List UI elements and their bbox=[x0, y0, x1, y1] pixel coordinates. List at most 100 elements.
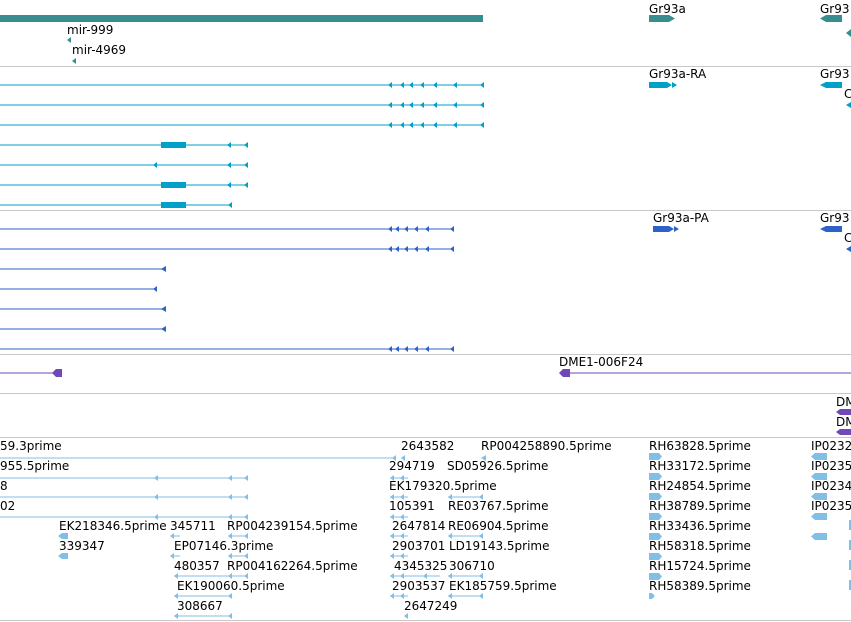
gr93-right-mrna-glyph[interactable] bbox=[820, 82, 842, 88]
est-glyph-rh-column[interactable] bbox=[649, 453, 662, 599]
gr93a-ra-glyph[interactable] bbox=[649, 82, 677, 88]
c-mrna-label[interactable]: C bbox=[844, 87, 851, 101]
est-label[interactable]: RE06904.5prime bbox=[448, 519, 549, 533]
est-label[interactable]: 2647249 bbox=[404, 599, 458, 613]
est-label[interactable]: 2903701 bbox=[392, 539, 446, 553]
protein-row-1[interactable] bbox=[0, 226, 454, 232]
est-glyph-ek190060[interactable] bbox=[174, 593, 232, 599]
mrna-row-6[interactable] bbox=[0, 182, 248, 188]
protein-row-7[interactable] bbox=[0, 346, 454, 352]
gr93-right-protein-label[interactable]: Gr93 bbox=[820, 211, 850, 225]
c-mrna-glyph[interactable] bbox=[846, 102, 851, 108]
est-glyph-308667[interactable] bbox=[174, 613, 232, 619]
c-protein-label[interactable]: C bbox=[844, 231, 851, 245]
mrna-row-3[interactable] bbox=[0, 122, 484, 128]
est-label[interactable]: RE03767.5prime bbox=[448, 499, 549, 513]
gr93a-ra-label[interactable]: Gr93a-RA bbox=[649, 67, 707, 81]
est-label[interactable]: 480357 bbox=[174, 559, 220, 573]
mir-999-glyph[interactable] bbox=[67, 37, 71, 43]
est-label[interactable]: IP0235 bbox=[811, 459, 851, 473]
gr93-right-gene-glyph[interactable] bbox=[820, 15, 842, 22]
gr93-right-gene-label[interactable]: Gr93 bbox=[820, 2, 850, 16]
dme1-006f24-label[interactable]: DME1-006F24 bbox=[559, 355, 644, 369]
est-label[interactable]: 2903537 bbox=[392, 579, 446, 593]
est-glyph-4[interactable] bbox=[0, 514, 248, 520]
est-glyph-2[interactable] bbox=[0, 475, 248, 481]
gr93-right-protein-glyph[interactable] bbox=[820, 226, 842, 232]
est-label[interactable]: EK218346.5prime bbox=[59, 519, 167, 533]
est-label[interactable]: IP0234 bbox=[811, 479, 851, 493]
est-label[interactable]: 2647814 bbox=[392, 519, 446, 533]
mir-4969-glyph[interactable] bbox=[72, 58, 76, 64]
gr93-right-mrna-label[interactable]: Gr93 bbox=[820, 67, 850, 81]
est-glyph-middle[interactable] bbox=[390, 455, 486, 619]
mrna-row-2[interactable] bbox=[0, 102, 484, 108]
est-label[interactable]: LD19143.5prime bbox=[449, 539, 550, 553]
est-label[interactable]: SD05926.5prime bbox=[447, 459, 549, 473]
est-label[interactable]: RH33436.5prime bbox=[649, 519, 751, 533]
est-label[interactable]: RH58318.5prime bbox=[649, 539, 751, 553]
est-glyph-3[interactable] bbox=[0, 494, 248, 500]
est-label[interactable]: RP004162264.5prime bbox=[227, 559, 358, 573]
protein-row-2[interactable] bbox=[0, 246, 454, 252]
protein-row-3[interactable] bbox=[0, 266, 166, 272]
est-label[interactable]: 2643582 bbox=[401, 439, 455, 453]
est-label[interactable]: EP07146.3prime bbox=[174, 539, 274, 553]
mrna-row-4[interactable] bbox=[0, 142, 248, 148]
gr93a-gene-glyph[interactable] bbox=[649, 15, 675, 22]
est-label[interactable]: RP004258890.5prime bbox=[481, 439, 612, 453]
est-glyph-1[interactable] bbox=[0, 455, 396, 461]
gr93a-gene-label[interactable]: Gr93a bbox=[649, 2, 686, 16]
est-glyph-ep07146[interactable] bbox=[170, 553, 180, 559]
est-label[interactable]: EK185759.5prime bbox=[449, 579, 557, 593]
dm-a-glyph[interactable] bbox=[836, 409, 851, 415]
c-protein-glyph[interactable] bbox=[846, 246, 851, 252]
est-label[interactable]: IP0232 bbox=[811, 439, 851, 453]
dm-a-label[interactable]: DM bbox=[836, 395, 851, 409]
est-glyph-339347[interactable] bbox=[58, 553, 68, 559]
est-label[interactable]: 02 bbox=[0, 499, 16, 513]
gene-feature-long[interactable] bbox=[0, 15, 483, 22]
est-label[interactable]: RH63828.5prime bbox=[649, 439, 751, 453]
est-label[interactable]: IP0235 bbox=[811, 499, 851, 513]
est-label[interactable]: 308667 bbox=[177, 599, 223, 613]
est-label[interactable]: 59.3prime bbox=[0, 439, 62, 453]
est-glyph-345711[interactable] bbox=[170, 533, 180, 539]
dm-b-glyph[interactable] bbox=[836, 429, 851, 435]
est-glyph-ip-column[interactable] bbox=[811, 453, 851, 590]
est-glyph-rp004239154[interactable] bbox=[228, 533, 248, 539]
est-glyph-ek218346[interactable] bbox=[58, 533, 68, 539]
bac-left-glyph[interactable] bbox=[0, 369, 62, 377]
mrna-row-7[interactable] bbox=[0, 202, 232, 208]
est-label[interactable]: 294719 bbox=[389, 459, 435, 473]
c-gene-glyph[interactable] bbox=[846, 29, 851, 37]
gr93a-pa-glyph[interactable] bbox=[653, 226, 679, 232]
est-label[interactable]: RH15724.5prime bbox=[649, 559, 751, 573]
est-label[interactable]: 339347 bbox=[59, 539, 105, 553]
est-label[interactable]: 345711 bbox=[170, 519, 216, 533]
est-label[interactable]: 955.5prime bbox=[0, 459, 70, 473]
mir-999-label[interactable]: mir-999 bbox=[67, 23, 114, 37]
est-label[interactable]: EK179320.5prime bbox=[389, 479, 497, 493]
protein-row-4[interactable] bbox=[0, 286, 157, 292]
est-label[interactable]: RH38789.5prime bbox=[649, 499, 751, 513]
est-glyph-480357[interactable] bbox=[228, 553, 248, 559]
mir-4969-label[interactable]: mir-4969 bbox=[72, 43, 127, 57]
est-glyph-rp004162264[interactable] bbox=[174, 573, 248, 579]
est-label[interactable]: 8 bbox=[0, 479, 8, 493]
gr93a-pa-label[interactable]: Gr93a-PA bbox=[653, 211, 709, 225]
dme1-006f24-glyph[interactable] bbox=[559, 369, 851, 377]
mrna-row-1[interactable] bbox=[0, 82, 484, 88]
est-label[interactable]: RH58389.5prime bbox=[649, 579, 751, 593]
est-label[interactable]: RH24854.5prime bbox=[649, 479, 751, 493]
mrna-row-5[interactable] bbox=[0, 162, 248, 168]
est-label[interactable]: EK190060.5prime bbox=[177, 579, 285, 593]
dm-b-label[interactable]: DM bbox=[836, 415, 851, 429]
est-label[interactable]: 4345325 bbox=[394, 559, 448, 573]
est-label[interactable]: 306710 bbox=[449, 559, 495, 573]
protein-row-6[interactable] bbox=[0, 326, 166, 332]
protein-row-5[interactable] bbox=[0, 306, 166, 312]
est-label[interactable]: RP004239154.5prime bbox=[227, 519, 358, 533]
est-label[interactable]: RH33172.5prime bbox=[649, 459, 751, 473]
est-label[interactable]: 105391 bbox=[389, 499, 435, 513]
